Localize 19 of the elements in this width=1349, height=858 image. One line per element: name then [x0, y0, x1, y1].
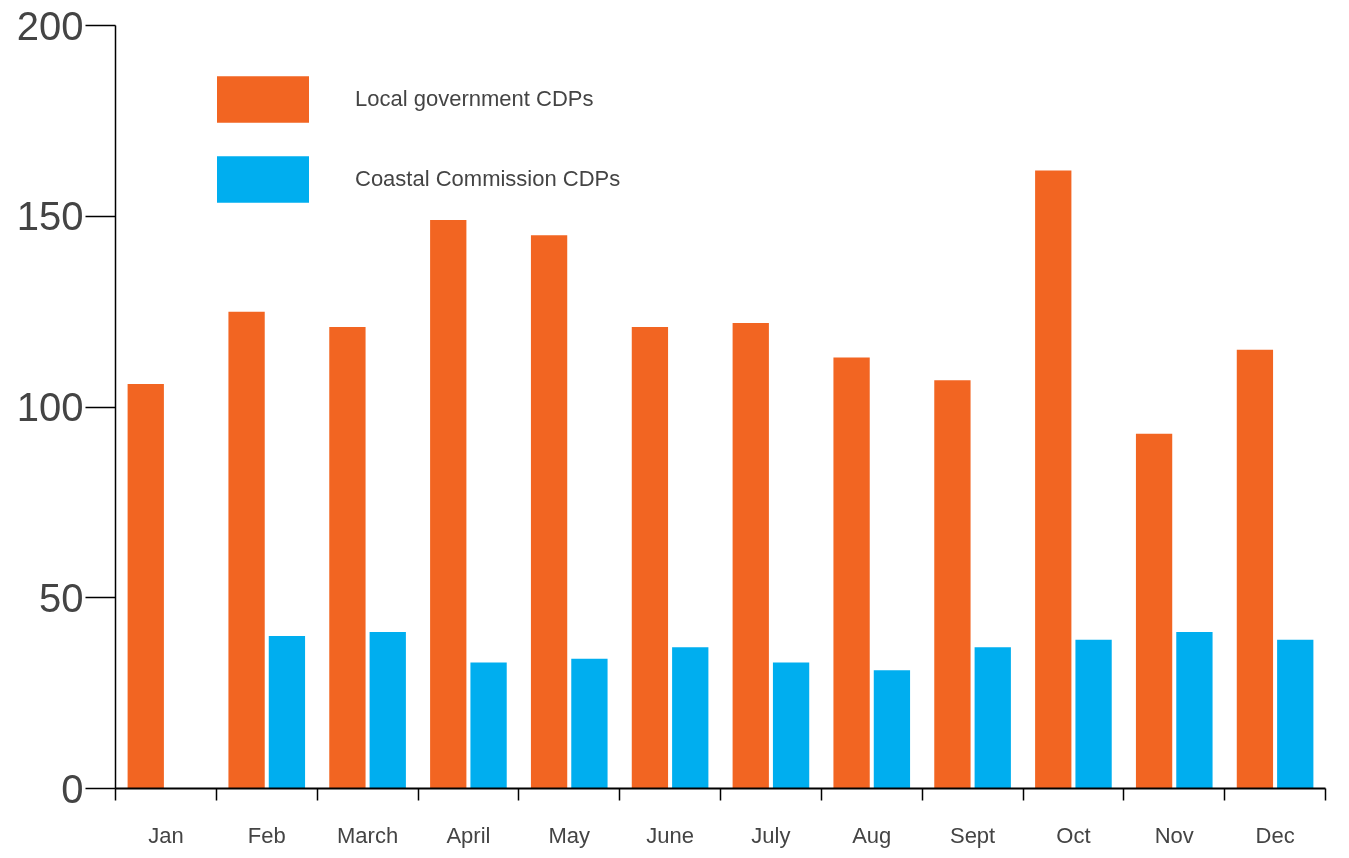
x-tick-label: April: [446, 822, 491, 848]
y-tick-label: 100: [16, 385, 84, 429]
x-tick-label: Nov: [1154, 822, 1194, 848]
x-tick-label: July: [751, 822, 791, 848]
x-tick-label: Sept: [949, 822, 996, 848]
x-tick-label: June: [646, 822, 694, 848]
x-tick-label: Oct: [1056, 822, 1091, 848]
legend-label: Local government CDPs: [355, 86, 594, 112]
x-tick-label: Feb: [247, 822, 286, 848]
y-tick-label: 200: [16, 3, 84, 48]
x-tick-label: Jan: [148, 822, 184, 848]
x-tick-label: Aug: [852, 822, 892, 848]
x-tick-label: May: [548, 822, 591, 848]
y-tick-label: 150: [16, 194, 84, 239]
x-tick-label: Dec: [1255, 822, 1295, 848]
y-tick-label: 0: [61, 766, 84, 811]
y-tick-label: 50: [39, 575, 84, 620]
x-tick-label: March: [337, 822, 399, 848]
legend-label: Coastal Commission CDPs: [355, 166, 621, 192]
